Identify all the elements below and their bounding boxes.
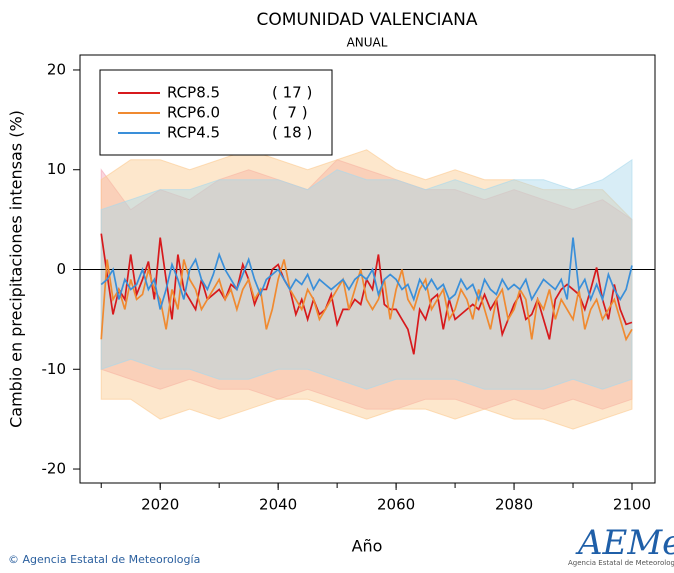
x-tick-label: 2100 (613, 496, 651, 514)
x-tick-label: 2080 (495, 496, 533, 514)
legend-count: ( 7 ) (272, 104, 308, 122)
y-tick-label: -10 (42, 360, 67, 378)
y-tick-label: 0 (56, 260, 66, 278)
y-tick-label: 20 (47, 60, 66, 78)
series-line (100, 237, 633, 310)
logo-caption: Agencia Estatal de Meteorología (568, 559, 674, 567)
legend-label: RCP8.5 (167, 84, 220, 102)
series-line (100, 259, 633, 342)
x-tick-label: 2040 (259, 496, 297, 514)
legend-label: RCP6.0 (167, 104, 220, 122)
legend-count: ( 17 ) (272, 84, 312, 102)
spread-band (100, 158, 633, 390)
legend-count: ( 18 ) (272, 124, 312, 142)
chart-subtitle: ANUAL (347, 36, 388, 50)
x-axis-label: Año (352, 537, 383, 556)
x-tick-label: 2020 (141, 496, 179, 514)
legend-label: RCP4.5 (167, 124, 220, 142)
spread-band (100, 149, 633, 430)
chart-title: COMUNIDAD VALENCIANA (257, 10, 478, 30)
footer: © Agencia Estatal de Meteorología (8, 553, 200, 566)
y-tick-label: 10 (47, 160, 66, 178)
y-tick-label: -20 (42, 460, 67, 478)
x-tick-label: 2060 (377, 496, 415, 514)
y-axis-label: Cambio en precipitaciones intensas (%) (7, 110, 26, 428)
logo: AEMet (575, 523, 674, 563)
